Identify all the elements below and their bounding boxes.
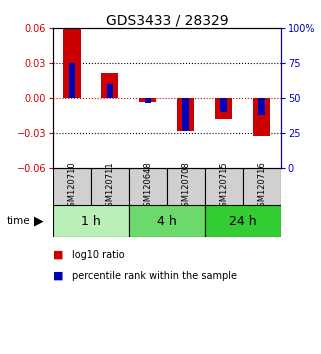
Text: GSM120708: GSM120708 bbox=[181, 161, 190, 212]
Bar bbox=[167, 169, 205, 205]
Bar bbox=[253, 98, 270, 136]
Bar bbox=[64, 28, 81, 98]
Bar bbox=[205, 205, 281, 237]
Bar bbox=[129, 205, 205, 237]
Text: ■: ■ bbox=[53, 250, 64, 260]
Text: ▶: ▶ bbox=[34, 215, 43, 228]
Bar bbox=[53, 205, 129, 237]
Text: GSM120710: GSM120710 bbox=[67, 161, 76, 212]
Bar bbox=[243, 169, 281, 205]
Bar bbox=[144, 98, 151, 103]
Text: GSM120716: GSM120716 bbox=[257, 161, 266, 212]
Bar bbox=[69, 63, 75, 98]
Bar bbox=[178, 98, 195, 131]
Bar bbox=[215, 98, 232, 119]
Text: log10 ratio: log10 ratio bbox=[72, 250, 125, 260]
Text: time: time bbox=[6, 216, 30, 226]
Text: GSM120711: GSM120711 bbox=[105, 161, 115, 212]
Bar bbox=[53, 169, 91, 205]
Title: GDS3433 / 28329: GDS3433 / 28329 bbox=[106, 13, 228, 27]
Text: percentile rank within the sample: percentile rank within the sample bbox=[72, 271, 237, 281]
Bar bbox=[107, 84, 113, 98]
Text: GSM120715: GSM120715 bbox=[219, 161, 229, 212]
Text: 1 h: 1 h bbox=[81, 215, 101, 228]
Bar bbox=[183, 98, 189, 131]
Text: ■: ■ bbox=[53, 271, 64, 281]
Bar bbox=[101, 73, 118, 98]
Bar bbox=[91, 169, 129, 205]
Bar bbox=[221, 98, 227, 113]
Bar bbox=[258, 98, 265, 115]
Text: 24 h: 24 h bbox=[229, 215, 257, 228]
Bar bbox=[205, 169, 243, 205]
Text: GSM120648: GSM120648 bbox=[143, 161, 152, 212]
Text: 4 h: 4 h bbox=[157, 215, 177, 228]
Bar bbox=[129, 169, 167, 205]
Bar bbox=[139, 98, 156, 102]
